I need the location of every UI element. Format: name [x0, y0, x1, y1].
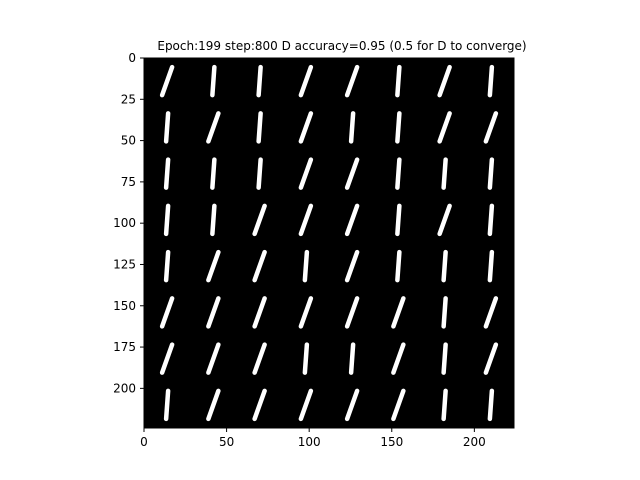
digit-stroke	[348, 342, 356, 375]
digit-stroke	[159, 64, 175, 98]
y-tick-label: 150	[113, 299, 136, 313]
digit-stroke	[391, 342, 406, 375]
digit-stroke	[210, 203, 217, 237]
digit-stroke	[441, 296, 448, 329]
digit-stroke	[206, 111, 221, 144]
digit-stroke	[252, 296, 267, 329]
digit-stroke	[298, 157, 314, 190]
digit-stroke	[391, 296, 406, 329]
digit-stroke	[487, 388, 495, 422]
digit-stroke	[344, 203, 360, 237]
digit-stroke	[441, 157, 448, 190]
digit-stroke	[256, 111, 263, 144]
digit-stroke	[252, 342, 267, 375]
digit-stroke	[206, 388, 221, 422]
digit-stroke	[163, 388, 171, 422]
digit-stroke	[395, 249, 402, 283]
digit-stroke	[298, 296, 314, 329]
digit-stroke	[441, 249, 448, 283]
digit-stroke	[395, 203, 402, 237]
digit-stroke	[395, 157, 402, 190]
digit-stroke	[487, 203, 495, 237]
digit-stroke	[441, 342, 448, 375]
y-tick-label: 175	[113, 340, 136, 354]
digit-stroke	[256, 157, 263, 190]
y-tick-label: 75	[121, 175, 136, 189]
y-tick-label: 25	[121, 92, 136, 106]
digit-stroke	[437, 111, 452, 144]
digit-stroke	[344, 296, 360, 329]
digit-stroke	[344, 388, 360, 422]
digit-stroke	[298, 111, 314, 144]
y-tick-label: 200	[113, 381, 136, 395]
y-tick-label: 125	[113, 257, 136, 271]
digit-stroke	[487, 249, 495, 283]
digit-stroke	[395, 111, 402, 144]
digit-stroke	[252, 388, 267, 422]
digit-stroke	[252, 249, 267, 283]
digit-stroke	[483, 111, 499, 144]
y-tick-label: 0	[128, 51, 136, 65]
chart-title: Epoch:199 step:800 D accuracy=0.95 (0.5 …	[157, 39, 526, 53]
digit-stroke	[163, 203, 171, 237]
plot-frame	[143, 57, 515, 429]
digit-stroke	[159, 296, 175, 329]
digit-stroke	[487, 64, 495, 98]
digit-stroke	[256, 64, 263, 98]
digit-stroke	[163, 157, 171, 190]
digit-stroke	[487, 157, 495, 190]
x-tick-label: 150	[380, 435, 403, 449]
digit-stroke	[483, 342, 499, 375]
y-tick-label: 100	[113, 216, 136, 230]
x-axis: 0 50 100 150 200	[140, 428, 486, 449]
digit-stroke	[391, 388, 406, 422]
digit-stroke	[437, 203, 452, 237]
digit-stroke	[344, 157, 360, 190]
digit-stroke	[302, 249, 310, 283]
digit-stroke	[163, 111, 171, 144]
x-tick-label: 0	[140, 435, 148, 449]
image-background	[144, 58, 514, 428]
digit-stroke	[437, 64, 452, 98]
digit-stroke	[348, 111, 356, 144]
digit-stroke	[163, 249, 171, 283]
digit-stroke	[210, 64, 217, 98]
digit-stroke	[298, 64, 314, 98]
digit-stroke	[395, 64, 402, 98]
digit-stroke	[159, 342, 175, 375]
digit-stroke	[206, 249, 221, 283]
digit-stroke	[206, 296, 221, 329]
digit-stroke	[210, 157, 217, 190]
y-tick-label: 50	[121, 134, 136, 148]
digit-stroke	[441, 388, 448, 422]
x-tick-label: 50	[219, 435, 234, 449]
digit-stroke	[302, 342, 310, 375]
x-tick-label: 100	[298, 435, 321, 449]
x-tick-label: 200	[463, 435, 486, 449]
digit-stroke	[206, 342, 221, 375]
digit-stroke	[483, 296, 499, 329]
digit-stroke	[344, 64, 360, 98]
plot-area	[143, 57, 515, 429]
y-axis: 0 25 50 75 100 125 150 175 200	[113, 51, 144, 395]
digit-stroke	[344, 249, 360, 283]
digit-stroke	[252, 203, 267, 237]
digit-stroke	[298, 388, 314, 422]
digit-stroke	[298, 203, 314, 237]
